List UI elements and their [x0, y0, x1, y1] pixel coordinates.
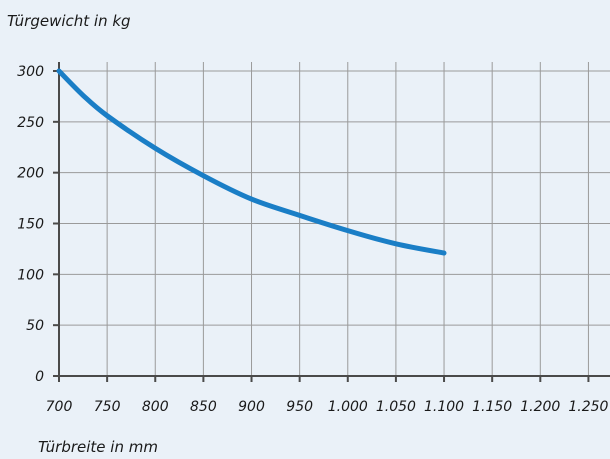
series-line [56, 68, 447, 256]
x-tick-label: 850 [190, 399, 217, 415]
y-tick-label: 50 [26, 318, 44, 334]
y-tick-label: 150 [17, 216, 44, 232]
x-tick-label: 1.100 [424, 399, 464, 415]
x-tick-label: 950 [286, 399, 313, 415]
series [56, 68, 447, 256]
x-tick-label: 900 [238, 399, 265, 415]
y-tick-label: 300 [17, 64, 44, 80]
x-tick-label: 700 [46, 399, 73, 415]
x-tick-label: 1.150 [472, 399, 512, 415]
x-tick-label: 1.050 [376, 399, 416, 415]
grid [59, 62, 610, 376]
x-tick-label: 1.250 [568, 399, 608, 415]
y-tick-label: 100 [17, 267, 44, 283]
x-tick-label: 750 [94, 399, 121, 415]
axes [53, 62, 610, 382]
y-tick-label: 200 [17, 166, 44, 182]
y-tick-label: 0 [35, 369, 44, 385]
x-axis-label: Türbreite in mm [38, 438, 158, 456]
x-tick-label: 1.200 [520, 399, 560, 415]
x-tick-label: 1.000 [328, 399, 368, 415]
x-tick-label: 800 [142, 399, 169, 415]
y-axis-label: Türgewicht in kg [7, 12, 131, 30]
tick-labels: 700 750 800 850 900 950 1.000 1.050 1.100 1.150 1.… [17, 64, 608, 415]
y-tick-label: 250 [17, 115, 44, 131]
